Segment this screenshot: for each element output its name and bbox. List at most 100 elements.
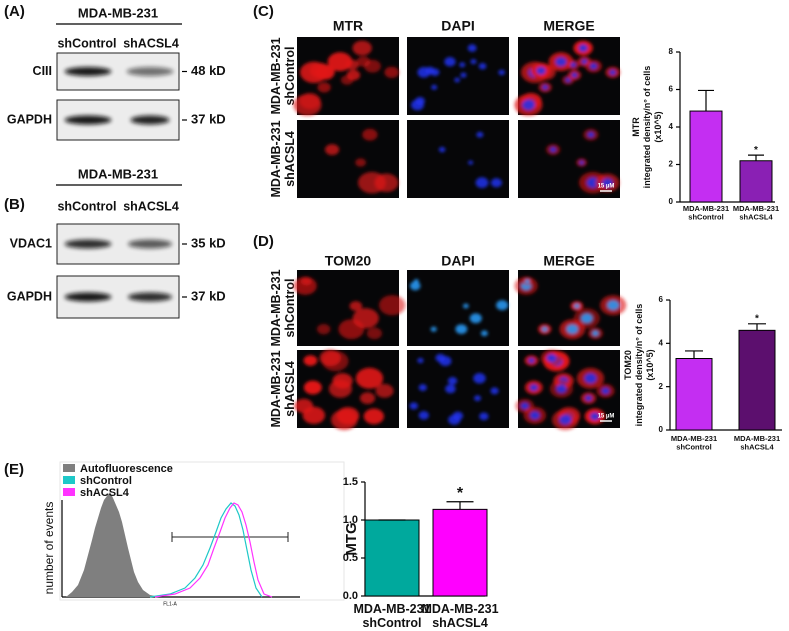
panel-label: (C) — [253, 3, 274, 20]
y-axis-label-line: MTG — [343, 522, 360, 555]
nucleus — [566, 324, 579, 335]
nucleus — [470, 58, 477, 65]
nucleus — [520, 402, 530, 410]
band — [127, 239, 173, 249]
error-bar — [748, 323, 766, 331]
error-bar — [685, 350, 703, 359]
nucleus — [590, 412, 600, 421]
histogram-frame — [59, 461, 345, 601]
mito-signal — [349, 301, 363, 311]
x-tick-label-line: shACSL4 — [739, 212, 773, 221]
nucleus — [490, 387, 499, 395]
band — [64, 239, 112, 249]
nucleus — [479, 412, 489, 421]
y-axis-label-line: (x10^5) — [645, 349, 655, 380]
nucleus — [444, 57, 456, 67]
band — [64, 292, 112, 302]
cells — [411, 44, 506, 111]
row-label-line: shACSL4 — [283, 131, 297, 187]
bar — [432, 508, 488, 597]
nucleus — [462, 303, 469, 309]
y-axis-label: MTRintegrated density/n° of cells(x10^5) — [631, 66, 663, 189]
x-tick-label-line: shControl — [688, 212, 723, 221]
nucleus — [476, 131, 484, 138]
nucleus — [413, 279, 419, 284]
nucleus — [435, 353, 446, 363]
column-header: DAPI — [441, 18, 474, 34]
nucleus — [529, 411, 541, 420]
x-tick-label-line: MDA-MB-231 — [683, 204, 729, 213]
mito-signal — [303, 355, 318, 366]
cells — [514, 40, 621, 116]
nucleus — [409, 281, 421, 291]
x-tick-label: MDA-MB-231 shACSL4 — [421, 602, 498, 630]
bar — [364, 519, 420, 597]
significance: * — [457, 485, 464, 502]
y-axis-label-line: (x10^5) — [653, 111, 663, 142]
row-label-line: shControl — [283, 278, 297, 337]
nucleus — [522, 99, 535, 111]
nucleus — [454, 77, 461, 83]
error-bar — [698, 89, 714, 112]
mito-signal — [346, 69, 361, 81]
legend-swatch — [63, 476, 75, 484]
nucleus — [580, 313, 593, 324]
cells — [293, 276, 406, 340]
y-tick-label: 2 — [659, 382, 664, 391]
mito-signal — [293, 94, 322, 116]
nucleus — [418, 384, 427, 392]
lane-label: shACSL4 — [123, 199, 179, 213]
scale-bar-label: 15 µM — [598, 184, 615, 190]
autofluorescence-histogram — [66, 492, 160, 597]
size-label: 37 kD — [191, 111, 226, 126]
mito-signal — [352, 40, 372, 56]
nucleus — [528, 357, 535, 364]
nucleus — [589, 62, 598, 70]
panel-label: (B) — [4, 196, 25, 213]
mito-signal — [345, 59, 359, 70]
cell-line: MDA-MB-231 — [78, 166, 158, 181]
significance: * — [755, 313, 759, 324]
error-bar — [748, 154, 764, 161]
bar — [738, 329, 776, 431]
legend-label: shControl — [80, 475, 132, 487]
mito-signal — [316, 323, 331, 335]
y-axis-label: TOM20integrated density/n° of cells(x10^… — [623, 304, 655, 427]
x-tick-label: MDA-MB-231 shControl — [671, 434, 717, 451]
nucleus — [579, 160, 585, 165]
y-tick-label: 0.0 — [343, 590, 358, 602]
x-tick-label-line: shControl — [676, 442, 711, 451]
column-header: MTR — [333, 18, 363, 34]
column-header: MERGE — [543, 253, 594, 269]
x-tick-label-line: MDA-MB-231 — [353, 602, 430, 616]
mito-signal — [328, 379, 353, 398]
mito-signal — [324, 144, 340, 156]
significance: * — [754, 145, 758, 156]
nucleus — [498, 69, 506, 76]
size-label: 35 kD — [191, 235, 226, 250]
legend-label: shACSL4 — [80, 487, 130, 499]
nucleus — [480, 330, 488, 337]
column-header: TOM20 — [325, 253, 372, 269]
mito-signal — [362, 128, 378, 141]
size-label: 37 kD — [191, 288, 226, 303]
mito-signal — [384, 66, 400, 79]
column-header: MERGE — [543, 18, 594, 34]
nucleus — [571, 72, 578, 78]
shacsl4-curve — [154, 502, 273, 598]
protein-label: VDAC1 — [10, 236, 52, 250]
lane-label: shControl — [57, 36, 116, 50]
x-tick-label: MDA-MB-231 shControl — [683, 204, 729, 221]
nucleus — [473, 373, 486, 384]
protein-label: CIII — [33, 64, 52, 78]
y-tick-label: 4 — [669, 122, 674, 131]
row-label-line: MDA-MB-231 — [269, 37, 283, 114]
nucleus — [490, 178, 502, 188]
nucleus — [601, 178, 613, 188]
x-tick-label-line: MDA-MB-231 — [734, 434, 780, 443]
x-tick-label: MDA-MB-231 shACSL4 — [733, 204, 779, 221]
y-tick-label: 6 — [659, 295, 664, 304]
nucleus — [524, 279, 530, 284]
y-axis-label: MTG — [343, 522, 360, 555]
nucleus — [555, 57, 567, 67]
